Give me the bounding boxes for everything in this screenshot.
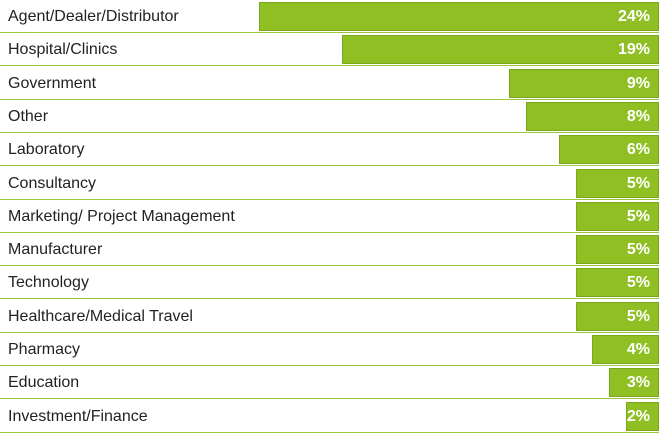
value-label: 8% (626, 107, 650, 125)
bar (592, 335, 659, 364)
value-label: 5% (626, 174, 650, 192)
category-label: Government (8, 74, 97, 92)
value-label: 5% (626, 241, 650, 259)
bar (575, 268, 659, 298)
bar (575, 168, 659, 198)
bar-row: Marketing/ Project Management 5% (0, 200, 663, 233)
category-label: Healthcare/Medical Travel (8, 307, 193, 325)
bar (625, 401, 659, 431)
category-label: Technology (8, 274, 89, 292)
bar-row: Healthcare/Medical Travel 5% (0, 300, 663, 333)
category-label: Marketing/ Project Management (8, 207, 235, 225)
value-label: 5% (626, 207, 650, 225)
bar-row: Other 8% (0, 100, 663, 133)
value-label: 2% (626, 407, 650, 425)
bar-row: Pharmacy 4% (0, 333, 663, 366)
row-divider (0, 365, 659, 366)
category-label: Other (8, 107, 49, 125)
row-divider (0, 398, 659, 400)
category-label: Manufacturer (8, 241, 103, 259)
bar (525, 101, 659, 131)
category-label: Consultancy (8, 174, 97, 192)
value-label: 5% (626, 274, 650, 292)
value-label: 4% (626, 341, 650, 358)
bar (609, 368, 659, 398)
bar (575, 235, 659, 265)
category-label: Agent/Dealer/Distributor (8, 8, 179, 25)
bar (342, 35, 659, 65)
bar-row: Manufacturer 5% (0, 233, 663, 267)
row-divider (0, 98, 659, 100)
value-label: 24% (617, 8, 650, 25)
bar-row: Laboratory 6% (0, 133, 663, 167)
bar-row: Government 9% (0, 67, 663, 100)
bar-row: Hospital/Clinics 19% (0, 33, 663, 67)
bar-row: Consultancy 5% (0, 167, 663, 200)
row-divider (0, 165, 659, 167)
value-label: 3% (626, 374, 650, 392)
row-divider (0, 65, 659, 67)
row-divider (0, 198, 659, 200)
row-divider (0, 131, 659, 133)
bar-row: Technology 5% (0, 266, 663, 300)
bar (575, 201, 659, 231)
row-divider (0, 298, 659, 300)
category-label: Investment/Finance (8, 407, 148, 425)
value-label: 9% (626, 74, 650, 92)
row-divider (0, 265, 659, 267)
value-label: 6% (626, 141, 650, 159)
bar-row: Investment/Finance 2% (0, 400, 663, 433)
row-divider (0, 32, 659, 33)
bar (259, 2, 659, 31)
row-divider (0, 231, 659, 233)
category-label: Pharmacy (8, 341, 81, 358)
category-label: Hospital/Clinics (8, 41, 118, 59)
category-label: Education (8, 374, 80, 392)
bar-row: Education 3% (0, 366, 663, 400)
row-divider (0, 331, 659, 333)
bar-row: Agent/Dealer/Distributor 24% (0, 0, 663, 33)
bar (559, 135, 659, 165)
category-label: Laboratory (8, 141, 85, 159)
bar (509, 68, 659, 98)
row-divider (0, 431, 659, 433)
bar (575, 301, 659, 331)
value-label: 19% (617, 41, 650, 59)
value-label: 5% (626, 307, 650, 325)
